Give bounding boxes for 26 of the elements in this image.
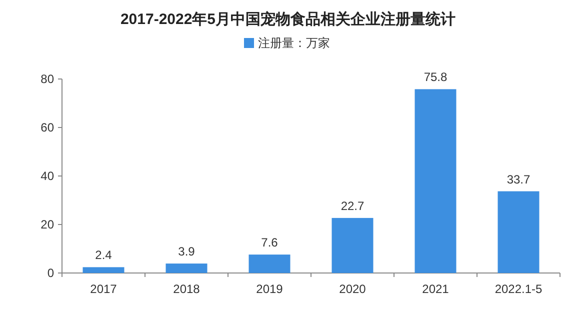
x-tick-label: 2020 (339, 282, 366, 296)
x-tick-label: 2019 (256, 282, 284, 296)
y-tick-label: 60 (40, 120, 54, 134)
bar (82, 267, 124, 273)
y-tick-label: 0 (47, 266, 54, 280)
y-tick-label: 20 (40, 218, 54, 232)
chart-title: 2017-2022年5月中国宠物食品相关企业注册量统计 (120, 10, 456, 28)
bar (166, 264, 208, 273)
y-tick-label: 40 (40, 169, 54, 183)
y-tick-label: 80 (40, 72, 54, 86)
legend-label: 注册量：万家 (258, 36, 330, 50)
data-label: 2.4 (95, 248, 112, 262)
data-label: 3.9 (178, 244, 196, 259)
data-label: 7.6 (261, 236, 278, 250)
x-tick-label: 2022.1-5 (494, 282, 543, 296)
bar (414, 89, 456, 273)
data-label: 75.8 (424, 70, 448, 84)
legend: 注册量：万家 (244, 36, 330, 50)
bar (248, 254, 290, 273)
data-label: 33.7 (506, 172, 530, 186)
x-tick-label: 2021 (422, 282, 450, 296)
bar (498, 191, 540, 273)
x-tick-label: 2018 (173, 282, 200, 296)
data-label: 22.7 (340, 198, 364, 213)
x-tick-label: 2017 (90, 282, 118, 296)
bar (332, 218, 374, 273)
